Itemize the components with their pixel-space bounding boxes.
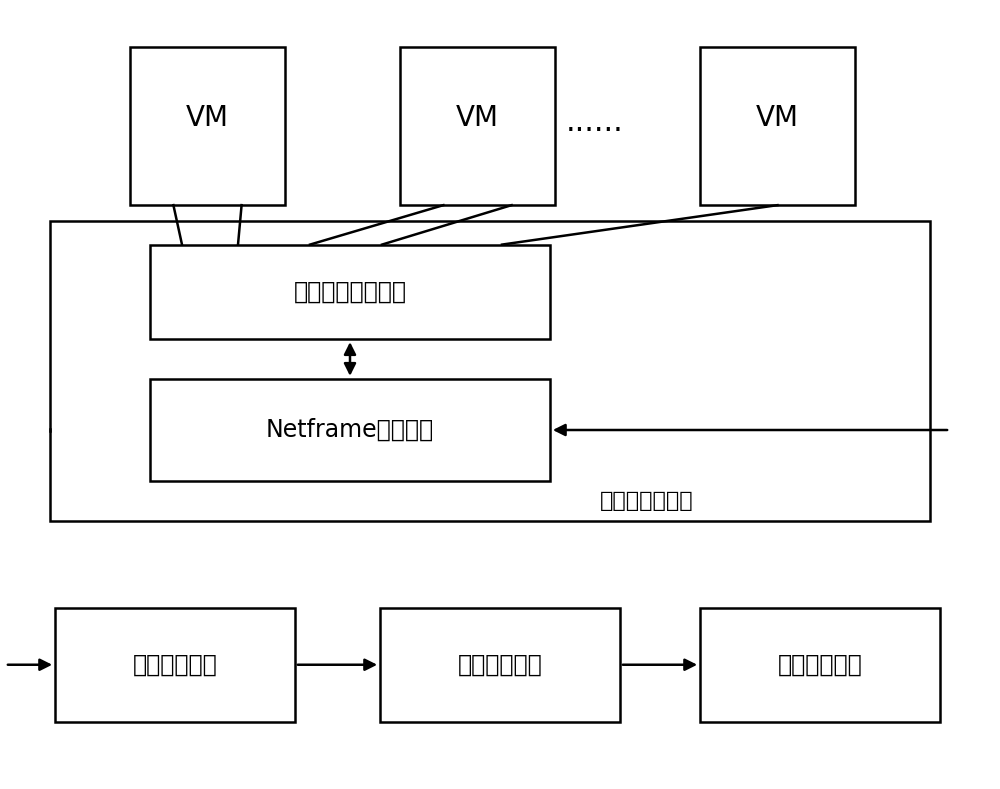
Text: 数据采集模块: 数据采集模块 — [133, 653, 217, 677]
Text: 积分计算模块: 积分计算模块 — [458, 653, 542, 677]
Bar — [150, 379, 550, 481]
Bar — [130, 47, 285, 205]
Text: VM: VM — [456, 104, 499, 133]
Bar — [150, 245, 550, 339]
Text: VM: VM — [186, 104, 229, 133]
Text: VM: VM — [756, 104, 799, 133]
Bar — [55, 608, 295, 722]
Bar — [400, 47, 555, 205]
Bar — [700, 608, 940, 722]
Bar — [700, 47, 855, 205]
Bar — [380, 608, 620, 722]
Text: Netframe转发模块: Netframe转发模块 — [266, 418, 434, 442]
Bar — [50, 221, 930, 521]
Text: 虚拟网卡接口模块: 虚拟网卡接口模块 — [294, 280, 406, 304]
Text: 资源调度模块: 资源调度模块 — [778, 653, 862, 677]
Text: ......: ...... — [566, 108, 624, 136]
Text: 虚拟交换机模块: 虚拟交换机模块 — [600, 491, 694, 511]
